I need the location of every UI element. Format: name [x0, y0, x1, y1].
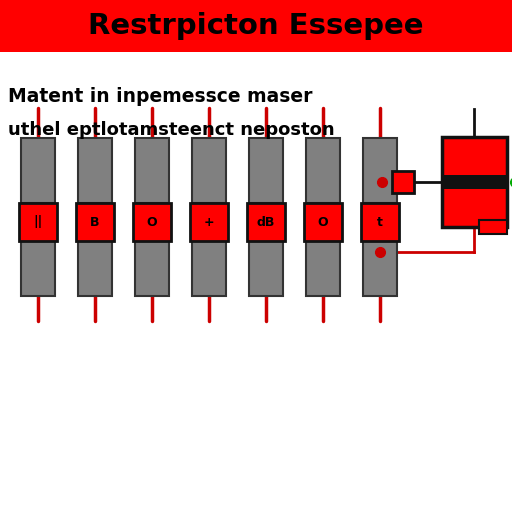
- Bar: [361, 203, 399, 241]
- Bar: [21, 138, 55, 203]
- Bar: [306, 138, 340, 203]
- Bar: [21, 241, 55, 296]
- Bar: [78, 138, 112, 203]
- Text: dB: dB: [257, 216, 275, 228]
- Bar: [392, 171, 414, 193]
- Bar: [192, 138, 226, 203]
- Bar: [363, 241, 397, 296]
- Bar: [190, 203, 228, 241]
- Text: t: t: [377, 216, 383, 228]
- Bar: [247, 203, 285, 241]
- Bar: [78, 241, 112, 296]
- Bar: [306, 241, 340, 296]
- Text: ||: ||: [33, 216, 42, 228]
- Bar: [249, 241, 283, 296]
- Bar: [0, 0, 512, 52]
- Text: Restrpicton Essepee: Restrpicton Essepee: [88, 12, 424, 40]
- Bar: [76, 203, 114, 241]
- Text: uthel eptlotamsteenct neposton: uthel eptlotamsteenct neposton: [8, 121, 335, 139]
- Bar: [249, 138, 283, 203]
- Bar: [304, 203, 342, 241]
- Bar: [19, 203, 57, 241]
- Text: +: +: [204, 216, 215, 228]
- Bar: [135, 241, 169, 296]
- Bar: [133, 203, 171, 241]
- Text: O: O: [146, 216, 157, 228]
- Bar: [135, 138, 169, 203]
- Text: O: O: [317, 216, 328, 228]
- Bar: [363, 138, 397, 203]
- Bar: [441, 175, 506, 189]
- Text: Matent in inpemessce maser: Matent in inpemessce maser: [8, 88, 312, 106]
- Bar: [479, 220, 507, 234]
- Text: B: B: [90, 216, 100, 228]
- Bar: [441, 137, 506, 227]
- Bar: [192, 241, 226, 296]
